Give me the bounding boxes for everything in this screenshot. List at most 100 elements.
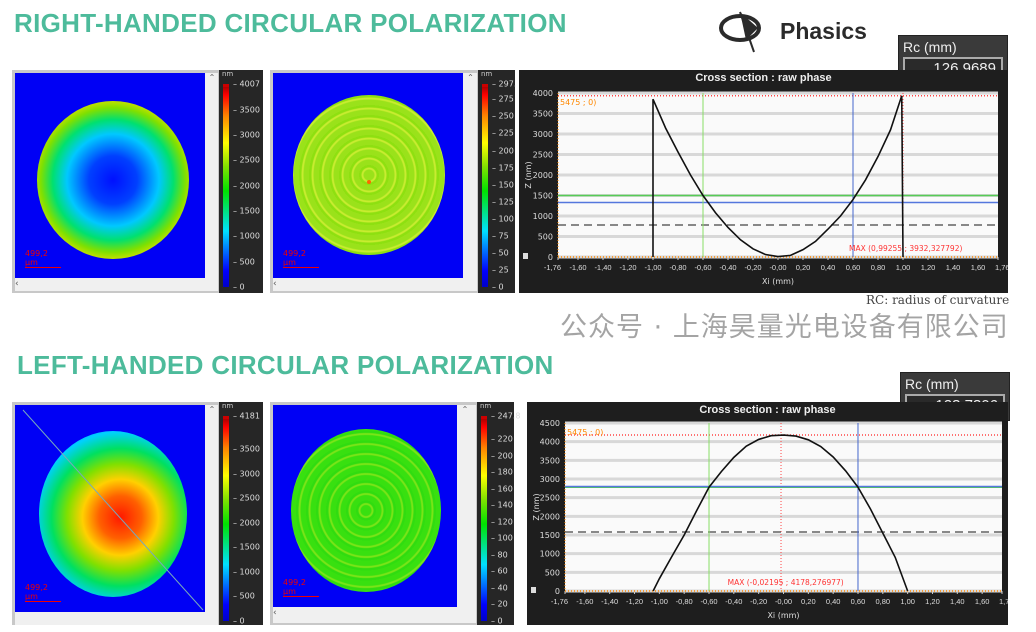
colorbar-tick-label: – 275 bbox=[492, 94, 514, 104]
y-tick-label: 4500 bbox=[540, 419, 560, 428]
vertical-scrollbar[interactable]: ⌃ bbox=[206, 73, 218, 278]
colorbar-tick-label: – 1000 bbox=[233, 231, 260, 241]
colorbar-tick-label: – 25 bbox=[492, 265, 509, 275]
x-tick-label: -0,80 bbox=[669, 263, 686, 272]
x-tick-label: -0,00 bbox=[775, 597, 792, 606]
x-tick-label: -0,40 bbox=[719, 263, 736, 272]
colorbar-tick-label: – 297. bbox=[492, 79, 517, 89]
cursor-annotation: 5475 ; 0) bbox=[560, 98, 596, 107]
x-tick-label: -0,40 bbox=[725, 597, 742, 606]
x-tick-label: 1,00 bbox=[896, 263, 911, 272]
chart-title: Cross section : raw phase bbox=[695, 72, 832, 84]
x-axis-label: Xi (mm) bbox=[767, 611, 799, 620]
y-tick-label: 0 bbox=[555, 587, 560, 596]
x-tick-label: -1,00 bbox=[644, 263, 661, 272]
colorbar-tick-label: – 100 bbox=[491, 533, 513, 543]
phase-map-image: 499,2 µm bbox=[15, 405, 205, 612]
watermark: 公众号 · 上海昊量光电设备有限公司 bbox=[560, 312, 1009, 343]
rc-label: Rc (mm) bbox=[903, 39, 957, 55]
horizontal-scrollbar[interactable]: ‹ bbox=[273, 608, 457, 621]
x-tick-label: -0,80 bbox=[676, 597, 693, 606]
colorbar-tick-label: – 3500 bbox=[233, 444, 260, 454]
max-annotation: MAX (-0,02195 ; 4178,276977) bbox=[728, 578, 844, 587]
x-tick-label: -0,60 bbox=[700, 597, 717, 606]
cross-section-line[interactable] bbox=[15, 405, 205, 612]
logo-text: Phasics bbox=[780, 17, 867, 44]
x-tick-label: 1,60 bbox=[971, 263, 986, 272]
colorbar-tick-label: – 40 bbox=[491, 583, 508, 593]
y-tick-label: 2000 bbox=[540, 512, 560, 521]
colorbar-tick-label: – 1500 bbox=[233, 206, 260, 216]
colorbar-tick-label: – 4007 bbox=[233, 79, 260, 89]
colorbar-tick-label: – 50 bbox=[492, 248, 509, 258]
x-tick-label: -1,40 bbox=[594, 263, 611, 272]
colorbar-tick-label: – 500 bbox=[233, 257, 255, 267]
y-tick-label: 1500 bbox=[540, 531, 560, 540]
y-axis-label: Z (nm) bbox=[524, 161, 533, 188]
y-tick-label: 500 bbox=[538, 233, 553, 242]
profile-curve bbox=[652, 95, 904, 258]
colorbar-tick-label: – 0 bbox=[233, 282, 245, 292]
y-tick-label: 500 bbox=[545, 568, 560, 577]
phasics-logo-icon bbox=[719, 11, 761, 53]
rc-label: Rc (mm) bbox=[905, 376, 959, 392]
horizontal-scrollbar[interactable]: ‹ bbox=[273, 279, 463, 291]
scale-bar: 499,2 µm bbox=[25, 583, 61, 602]
residual-map-image: 499,2 µm bbox=[273, 73, 463, 278]
profile-curve bbox=[652, 434, 909, 592]
colorbar-tick-label: – 80 bbox=[491, 550, 508, 560]
cross-section-chart-top: 0 500 1000 1500 2000 2500 3000 3500 4000 -1,76 -1,… bbox=[519, 70, 1008, 293]
y-tick-label: 1000 bbox=[533, 212, 553, 221]
scale-bar: 499,2 µm bbox=[283, 249, 319, 268]
colorbar-tick-label: – 2000 bbox=[233, 518, 260, 528]
x-tick-label: 1,00 bbox=[900, 597, 915, 606]
plot-area bbox=[565, 423, 1002, 591]
y-tick-label: 1000 bbox=[540, 550, 560, 559]
colorbar-top-2: nm – 297. – 275 – 250 – 225 – 200 – 175 – 150 – … bbox=[478, 70, 517, 293]
x-tick-label: -0,20 bbox=[744, 263, 761, 272]
section-title-right: RIGHT-HANDED CIRCULAR POLARIZATION bbox=[14, 8, 567, 38]
colorbar-tick-label: – 200 bbox=[491, 451, 513, 461]
colorbar-tick-label: – 125 bbox=[492, 197, 514, 207]
y-tick-label: 3500 bbox=[540, 456, 560, 465]
vertical-scrollbar[interactable]: ⌃ bbox=[458, 405, 472, 607]
section-title-left: LEFT-HANDED CIRCULAR POLARIZATION bbox=[17, 350, 554, 380]
chart-title: Cross section : raw phase bbox=[699, 404, 836, 416]
colorbar-tick-label: – 0 bbox=[492, 282, 504, 292]
y-tick-label: 3500 bbox=[533, 110, 553, 119]
colorbar-tick-label: – 200 bbox=[492, 146, 514, 156]
chart-plot: 0 500 1000 1500 2000 2500 3000 3500 4000 4500 -1,7… bbox=[531, 419, 1008, 620]
colorbar-bottom-1: nm – 4181 – 3500 – 3000 – 2500 – 2000 – 1500 – … bbox=[219, 402, 263, 626]
y-tick-label: 2500 bbox=[533, 151, 553, 160]
y-tick-label: 0 bbox=[548, 253, 553, 262]
colorbar-tick-label: – 2000 bbox=[233, 181, 260, 191]
colorbar-tick-label: – 150 bbox=[492, 180, 514, 190]
max-annotation: MAX (0,99255 ; 3932,327792) bbox=[849, 244, 962, 253]
x-tick-label: -1,60 bbox=[576, 597, 593, 606]
colorbar-tick-label: – 3000 bbox=[233, 469, 260, 479]
colorbar-tick-label: – 4181 bbox=[233, 411, 260, 421]
colorbar-bottom-2: nm – 247.8 – 220 – 200 – 180 – 160 – 140 – 120 –… bbox=[477, 402, 520, 626]
lock-icon bbox=[531, 587, 536, 593]
scale-bar: 499,2 µm bbox=[283, 578, 319, 597]
x-tick-label: 0,60 bbox=[851, 597, 866, 606]
horizontal-scrollbar[interactable]: ‹ bbox=[15, 279, 205, 291]
x-tick-label: -1,00 bbox=[651, 597, 668, 606]
colorbar-tick-label: – 100 bbox=[492, 214, 514, 224]
chart-plot: 0 500 1000 1500 2000 2500 3000 3500 4000 -1,76 -1,… bbox=[523, 89, 1008, 286]
colorbar-tick-label: – 60 bbox=[491, 566, 508, 576]
phasics-logo: Phasics bbox=[718, 8, 867, 54]
phase-map-top-1: 499,2 µm ⌃ ‹ bbox=[12, 70, 219, 293]
x-axis-label: Xi (mm) bbox=[762, 277, 794, 286]
y-tick-label: 3000 bbox=[540, 475, 560, 484]
vertical-scrollbar[interactable]: ⌃ bbox=[464, 73, 477, 278]
vertical-scrollbar[interactable]: ⌃ bbox=[206, 405, 218, 612]
colorbar-tick-label: – 1500 bbox=[233, 542, 260, 552]
x-tick-label: -1,20 bbox=[619, 263, 636, 272]
colorbar-tick-label: – 140 bbox=[491, 500, 513, 510]
lock-icon bbox=[523, 253, 528, 259]
cross-section-chart-bottom: 0 500 1000 1500 2000 2500 3000 3500 4000 4500 -1,7… bbox=[527, 402, 1008, 625]
phase-map-image: 499,2 µm bbox=[15, 73, 205, 278]
colorbar-tick-label: – 247.8 bbox=[491, 411, 521, 421]
colorbar-unit: nm bbox=[481, 70, 493, 78]
